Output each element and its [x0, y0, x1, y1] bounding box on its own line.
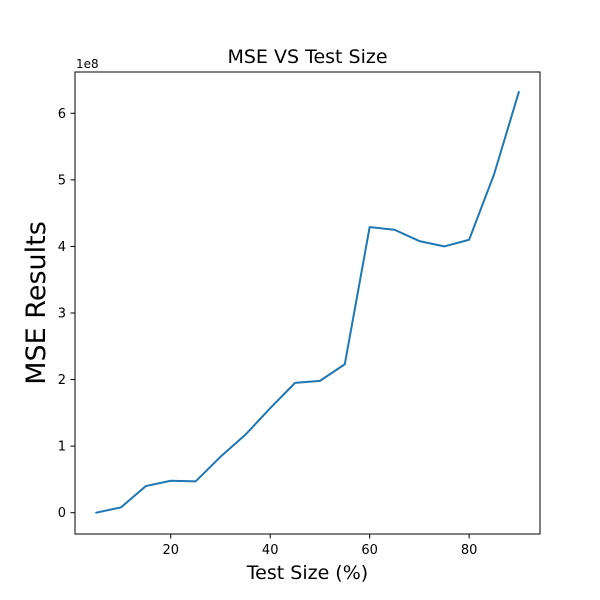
axes-frame [74, 71, 541, 535]
plot-area: 20 40 60 80 0 1 2 3 4 5 6 [58, 71, 541, 558]
y-tick-label: 4 [58, 240, 66, 255]
x-tick-label: 60 [361, 543, 378, 558]
x-tick-label: 40 [262, 543, 279, 558]
y-tick-label: 5 [58, 173, 66, 188]
y-tick-label: 2 [58, 373, 66, 388]
x-tick-label: 80 [461, 543, 478, 558]
y-tick-label: 6 [58, 107, 66, 122]
y-axis-label: MSE Results [21, 221, 52, 385]
x-tick-label: 20 [162, 543, 179, 558]
y-axis-offset-label: 1e8 [76, 57, 99, 71]
series-line-0 [95, 90, 520, 514]
y-tick-label: 3 [58, 306, 66, 321]
y-tick-label: 0 [58, 506, 66, 521]
y-tick-label: 1 [58, 440, 66, 455]
x-axis-label: Test Size (%) [246, 562, 368, 584]
chart-title: MSE VS Test Size [227, 46, 387, 68]
